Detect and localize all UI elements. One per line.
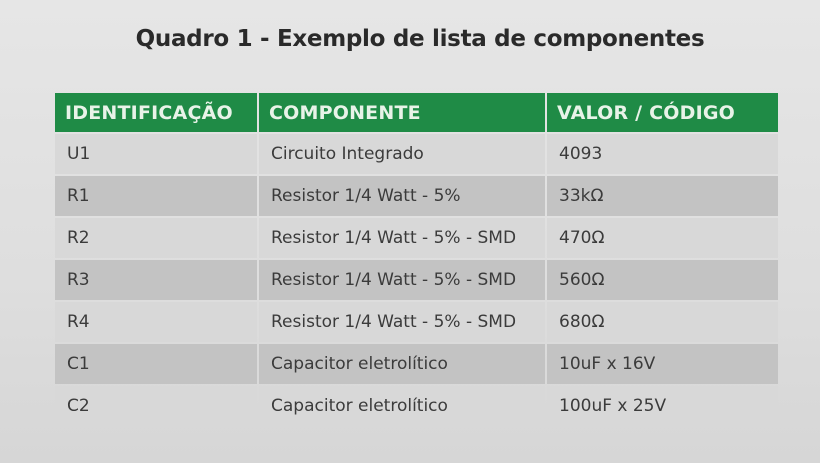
cell-identificacao: R4 [55, 302, 257, 342]
cell-componente: Circuito Integrado [259, 134, 545, 174]
cell-valor: 680Ω [547, 302, 778, 342]
cell-identificacao: R3 [55, 260, 257, 300]
table-row: U1 Circuito Integrado 4093 [55, 134, 778, 174]
header-identificacao: IDENTIFICAÇÃO [55, 93, 257, 132]
cell-componente: Resistor 1/4 Watt - 5% [259, 176, 545, 216]
header-row: IDENTIFICAÇÃO COMPONENTE VALOR / CÓDIGO [55, 93, 778, 132]
cell-identificacao: U1 [55, 134, 257, 174]
cell-componente: Capacitor eletrolítico [259, 386, 545, 426]
table-row: R4 Resistor 1/4 Watt - 5% - SMD 680Ω [55, 302, 778, 342]
cell-identificacao: C2 [55, 386, 257, 426]
cell-valor: 100uF x 25V [547, 386, 778, 426]
header-componente: COMPONENTE [259, 93, 545, 132]
cell-identificacao: R1 [55, 176, 257, 216]
cell-valor: 470Ω [547, 218, 778, 258]
table-row: R3 Resistor 1/4 Watt - 5% - SMD 560Ω [55, 260, 778, 300]
cell-componente: Capacitor eletrolítico [259, 344, 545, 384]
cell-componente: Resistor 1/4 Watt - 5% - SMD [259, 302, 545, 342]
cell-valor: 560Ω [547, 260, 778, 300]
cell-identificacao: R2 [55, 218, 257, 258]
table-row: C2 Capacitor eletrolítico 100uF x 25V [55, 386, 778, 426]
cell-valor: 33kΩ [547, 176, 778, 216]
cell-identificacao: C1 [55, 344, 257, 384]
table-row: R2 Resistor 1/4 Watt - 5% - SMD 470Ω [55, 218, 778, 258]
components-table: IDENTIFICAÇÃO COMPONENTE VALOR / CÓDIGO … [53, 91, 780, 428]
table-row: R1 Resistor 1/4 Watt - 5% 33kΩ [55, 176, 778, 216]
cell-componente: Resistor 1/4 Watt - 5% - SMD [259, 260, 545, 300]
header-valor-codigo: VALOR / CÓDIGO [547, 93, 778, 132]
cell-valor: 10uF x 16V [547, 344, 778, 384]
table-caption: Quadro 1 - Exemplo de lista de component… [135, 26, 705, 52]
cell-componente: Resistor 1/4 Watt - 5% - SMD [259, 218, 545, 258]
table-row: C1 Capacitor eletrolítico 10uF x 16V [55, 344, 778, 384]
cell-valor: 4093 [547, 134, 778, 174]
